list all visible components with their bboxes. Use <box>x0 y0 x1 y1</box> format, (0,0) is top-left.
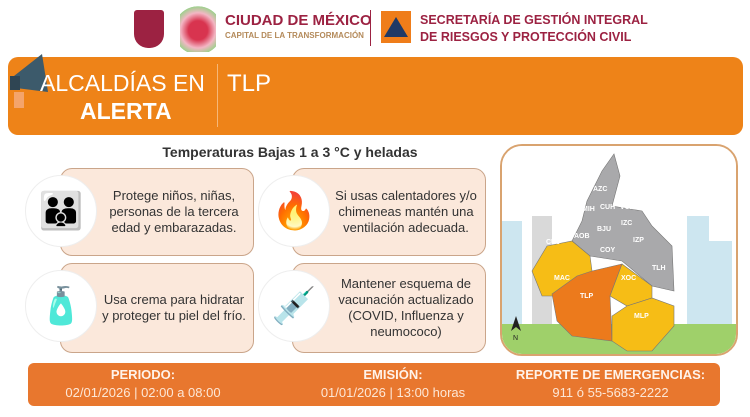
district-label: MIH <box>582 206 595 213</box>
tip-text: Usa crema para hidratar y proteger tu pi… <box>102 292 246 323</box>
face-cream-icon: 🧴 <box>25 270 97 342</box>
district-label: IZP <box>633 237 644 244</box>
tip-text: Mantener esquema de vacunación actualiza… <box>338 276 474 339</box>
report-value: 911 ó 55-5683-2222 <box>552 385 669 400</box>
tip-text: Protege niños, niñas, personas de la ter… <box>109 188 239 235</box>
city-title: CIUDAD DE MÉXICO <box>225 12 372 29</box>
district-label: AOB <box>574 233 590 240</box>
footer-bar: PERIODO: 02/01/2026 | 02:00 a 08:00 EMIS… <box>28 363 720 406</box>
district-label: TLH <box>652 265 666 272</box>
period-value: 02/01/2026 | 02:00 a 08:00 <box>65 385 221 400</box>
district-label: XOC <box>621 275 636 282</box>
emission-value: 01/01/2026 | 13:00 horas <box>320 385 466 400</box>
north-arrow-icon <box>511 316 521 331</box>
period-label: PERIODO: <box>110 367 176 382</box>
agency-line1: SECRETARÍA DE GESTIÓN INTEGRAL <box>420 13 648 27</box>
district-label: MLP <box>634 313 649 320</box>
district-warning <box>609 263 653 307</box>
alert-map: AZC GAM MIH CUH VCA IZC BJU AOB CUJ COY … <box>500 144 738 356</box>
district-label: BJU <box>597 226 611 233</box>
district-label: TLP <box>580 293 594 300</box>
district-warning <box>611 297 675 352</box>
district-label: CUH <box>600 204 615 211</box>
district-label: GAM <box>619 186 636 193</box>
banner-divider <box>217 64 218 127</box>
district-label: MAC <box>554 275 570 282</box>
banner-label-line1: ALCALDÍAS EN <box>40 70 205 96</box>
vaccination-icon: 💉 <box>258 270 330 342</box>
district-label: IZC <box>621 220 632 227</box>
sgirpc-logo <box>381 11 411 43</box>
district-label: VCA <box>620 204 635 211</box>
alert-banner <box>8 57 743 135</box>
district-label: COY <box>600 247 616 254</box>
header-divider <box>370 10 371 46</box>
district-label: AZC <box>593 186 607 193</box>
cdmx-shield-logo <box>134 10 164 48</box>
family-care-icon: 👪 <box>25 175 97 247</box>
report-label: REPORTE DE EMERGENCIAS: <box>515 367 706 382</box>
agency-line2: DE RIESGOS Y PROTECCIÓN CIVIL <box>420 30 632 44</box>
city-subtitle: CAPITAL DE LA TRANSFORMACIÓN <box>225 31 364 40</box>
district-label: CUJ <box>546 239 560 246</box>
alert-alcaldias: TLP <box>227 70 272 97</box>
tip-text: Si usas calentadores y/o chimeneas manté… <box>335 188 477 235</box>
north-label: N <box>513 335 518 342</box>
tip-card: Mantener esquema de vacunación actualiza… <box>292 263 486 353</box>
emission-label: EMISIÓN: <box>363 367 423 382</box>
cdmx-map-logo <box>180 4 216 52</box>
megaphone-icon <box>6 48 52 114</box>
banner-label-line2: ALERTA <box>80 98 172 124</box>
alert-title: Temperaturas Bajas 1 a 3 °C y heladas <box>162 144 418 160</box>
heater-window-icon: 🔥 <box>258 175 330 247</box>
